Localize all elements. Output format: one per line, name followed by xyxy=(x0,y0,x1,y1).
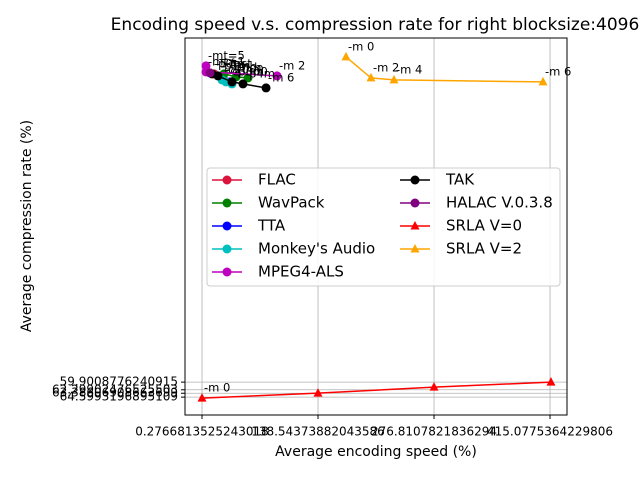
y-tick-label: 64.5993196895109 xyxy=(60,390,178,404)
marker xyxy=(205,68,215,78)
marker xyxy=(238,79,248,89)
point-label: -h xyxy=(250,60,261,74)
y-tick-label: 63.38606908663699 xyxy=(52,386,178,400)
point-label: -m 6 xyxy=(268,70,294,84)
y-tick-label: 62.29902476525503 xyxy=(52,382,178,396)
legend-marker xyxy=(222,221,232,231)
x-tick-label: 276.8107821836294 xyxy=(371,425,497,439)
y-tick-label: 59.9008776240915 xyxy=(60,375,178,389)
legend-label: FLAC xyxy=(258,171,296,189)
x-tick-label: 415.0775364229806 xyxy=(487,425,613,439)
marker xyxy=(546,377,556,386)
point-label: -p0m xyxy=(214,56,244,70)
legend-marker xyxy=(222,198,232,208)
legend-label: SRLA V=0 xyxy=(446,217,522,235)
y-axis-label: Average compression rate (%) xyxy=(19,120,35,332)
legend-label: WavPack xyxy=(258,194,325,212)
marker xyxy=(538,76,548,86)
point-label: -5 xyxy=(216,56,227,70)
legend-marker xyxy=(222,175,232,185)
marker xyxy=(313,388,323,397)
legend-label: TTA xyxy=(257,217,286,235)
point-label: -p3m xyxy=(234,64,264,78)
point-label: -mt=1 xyxy=(208,54,245,68)
marker xyxy=(341,51,351,61)
plot-frame xyxy=(184,37,568,416)
marker xyxy=(261,83,271,93)
point-label: -m 2 xyxy=(373,60,399,74)
marker xyxy=(197,393,207,402)
series-line xyxy=(345,56,544,83)
chart-title: Encoding speed v.s. compression rate for… xyxy=(111,15,640,35)
point-label: -mt=5 xyxy=(208,48,245,62)
legend-label: Monkey's Audio xyxy=(258,240,375,258)
legend-marker xyxy=(410,175,420,185)
legend-marker xyxy=(410,244,420,253)
point-label: -p1m xyxy=(220,58,250,72)
point-label: -fast xyxy=(226,56,252,70)
marker xyxy=(429,382,439,391)
marker xyxy=(272,71,282,81)
legend-label: HALAC V.0.3.8 xyxy=(446,194,553,212)
legend-marker xyxy=(410,221,420,230)
legend-marker xyxy=(222,267,232,277)
marker xyxy=(243,73,253,83)
point-label: -m 4 xyxy=(396,62,422,76)
series-line xyxy=(201,381,552,399)
legend-label: SRLA V=2 xyxy=(446,240,522,258)
legend-box xyxy=(206,167,561,287)
marker xyxy=(389,74,399,84)
legend-label: TAK xyxy=(445,171,475,189)
legend-marker xyxy=(222,244,232,254)
point-label: -p4m xyxy=(245,66,275,80)
point-label: -m 0 xyxy=(204,381,230,395)
x-axis-label: Average encoding speed (%) xyxy=(275,444,477,460)
x-tick-label: 138.54373882043586 xyxy=(251,425,385,439)
legend-marker xyxy=(410,198,420,208)
point-label: -m 6 xyxy=(545,64,571,78)
point-label: -m 2 xyxy=(279,58,305,72)
point-label: -m 0 xyxy=(348,39,374,53)
point-label: -hb xyxy=(238,59,257,73)
legend-label: MPEG4-ALS xyxy=(258,263,344,281)
marker xyxy=(366,72,376,82)
point-label: -8 xyxy=(226,62,237,76)
marker xyxy=(227,77,237,87)
marker xyxy=(213,71,223,81)
x-tick-label: 0.2766813525243018 xyxy=(135,425,269,439)
